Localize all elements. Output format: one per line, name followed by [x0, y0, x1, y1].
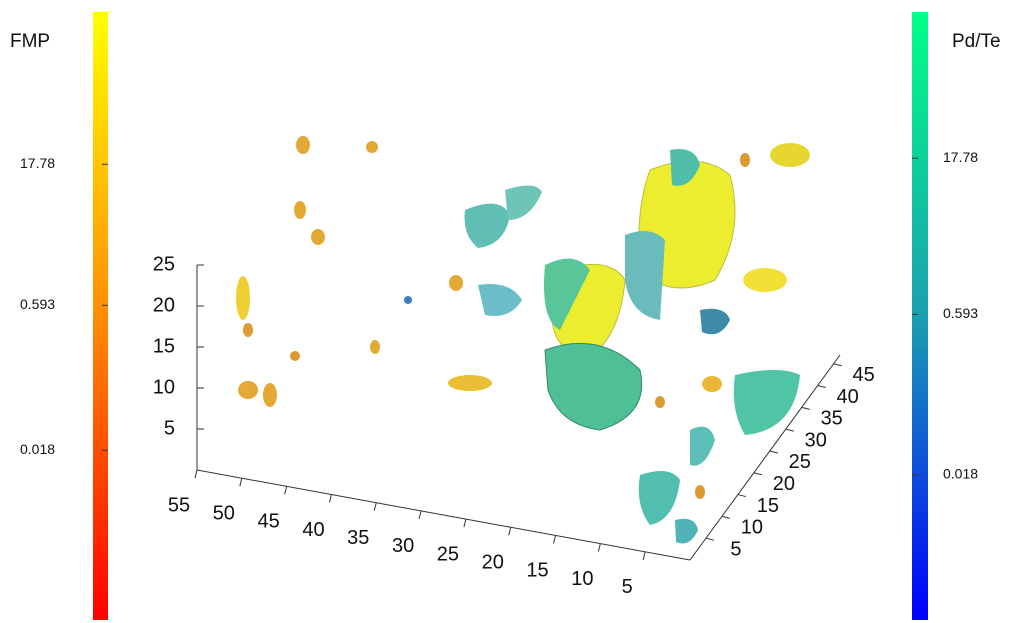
z-tick-label: 20: [153, 294, 175, 316]
x-tick-label: 30: [392, 535, 414, 557]
colorbar-tick-label: 0.018: [20, 441, 55, 457]
colorbar-tick-label: 0.593: [943, 305, 978, 321]
tick-mark: [722, 516, 730, 518]
y-tick-label: 15: [757, 495, 779, 517]
x-tick-label: 25: [437, 543, 459, 565]
tick-mark: [802, 407, 810, 409]
y-tick-label: 35: [821, 408, 843, 430]
z-tick-label: 25: [153, 253, 175, 275]
tick-mark: [419, 511, 421, 519]
tick-mark: [754, 473, 762, 475]
y-tick-label: 20: [773, 473, 795, 495]
chart: FMP Pd/Te 17.78 0.593 0.018 17.78 0.593 0.018…: [0, 0, 1026, 623]
tick-mark: [464, 519, 466, 527]
y-tick-label: 45: [852, 364, 874, 386]
z-tick-label: 10: [153, 376, 175, 398]
tick-mark: [374, 503, 376, 511]
z-tick-label: 15: [153, 335, 175, 357]
y-tick-label: 30: [805, 429, 827, 451]
tick-mark: [509, 527, 511, 535]
y-tick-label: 40: [837, 386, 859, 408]
x-tick-label: 45: [258, 511, 280, 533]
colorbar-label: FMP: [10, 31, 50, 52]
tick-mark: [706, 538, 714, 540]
volume-blobs: [236, 136, 810, 544]
tick-mark: [554, 535, 556, 543]
tick-mark: [329, 495, 331, 503]
tick-mark: [240, 478, 242, 486]
colorbar-tick-label: 0.018: [943, 465, 978, 481]
tick-mark: [786, 429, 794, 431]
y-tick-label: 10: [741, 517, 763, 539]
y-tick-label: 5: [730, 538, 741, 560]
x-tick-label: 50: [213, 502, 235, 524]
x-tick-label: 35: [347, 527, 369, 549]
tick-mark: [818, 386, 826, 388]
x-tick-label: 15: [526, 560, 548, 582]
tick-mark: [598, 544, 600, 552]
tick-mark: [643, 552, 645, 560]
x-tick-label: 5: [622, 576, 633, 598]
x-tick-label: 55: [168, 494, 190, 516]
y-tick-label: 25: [789, 451, 811, 473]
tick-mark: [834, 364, 842, 366]
colorbar: [93, 12, 108, 620]
tick-mark: [285, 486, 287, 494]
x-tick-label: 40: [302, 519, 324, 541]
colorbar-label: Pd/Te: [952, 31, 1001, 52]
tick-mark: [195, 470, 197, 478]
x-tick-label: 20: [482, 552, 504, 574]
tick-mark: [738, 495, 746, 497]
colorbar-tick-label: 0.593: [20, 296, 55, 312]
colorbar-tick-label: 17.78: [20, 155, 55, 171]
colorbar: [912, 12, 928, 620]
x-tick-label: 10: [571, 568, 593, 590]
tick-mark: [770, 451, 778, 453]
colorbar-tick-label: 17.78: [943, 149, 978, 165]
z-tick-label: 5: [164, 417, 175, 439]
